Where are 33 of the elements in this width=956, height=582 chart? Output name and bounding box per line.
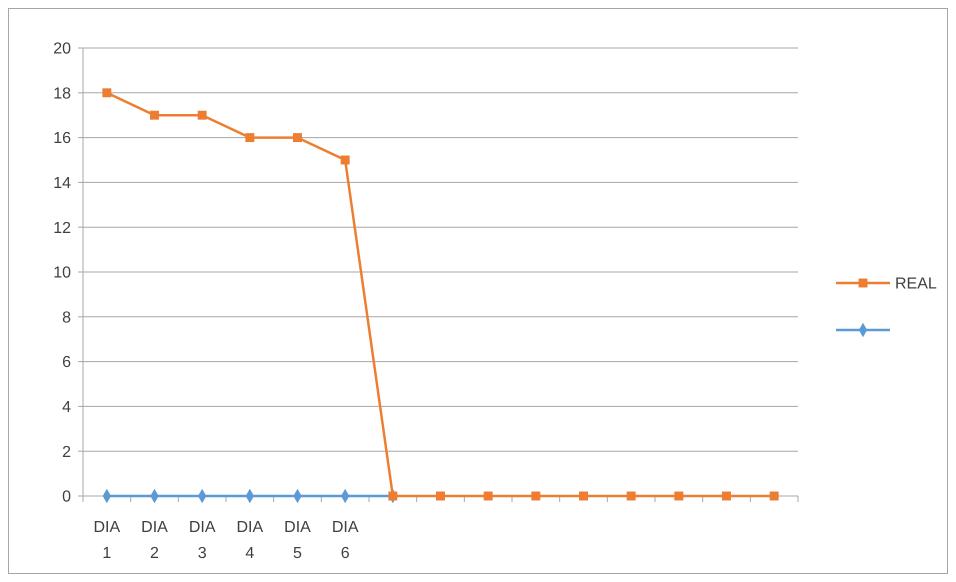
y-tick-label: 10 — [53, 264, 72, 282]
point — [150, 110, 159, 120]
x-tick-label: DIA 6 — [332, 519, 359, 562]
legend-label: REAL — [895, 276, 937, 293]
x-tick-label: DIA 1 — [93, 519, 120, 562]
point — [340, 156, 350, 164]
x-tick-label: DIA 2 — [141, 519, 168, 562]
point — [102, 88, 112, 98]
y-tick-label: 8 — [62, 309, 72, 326]
x-tick-label: DIA 3 — [188, 519, 216, 562]
x-tick-label: DIA 4 — [236, 519, 264, 562]
y-tick-label: 2 — [62, 444, 72, 461]
y-tick-label: 20 — [53, 40, 72, 58]
y-tick-label: 14 — [53, 175, 72, 192]
point — [484, 492, 493, 500]
y-tick-label: 18 — [53, 85, 72, 102]
point — [198, 110, 207, 120]
point — [579, 492, 588, 500]
point — [674, 492, 684, 500]
point — [531, 492, 540, 500]
y-tick-label: 4 — [62, 399, 72, 416]
point — [722, 492, 731, 500]
point — [293, 133, 302, 142]
y-tick-label: 16 — [53, 130, 72, 148]
point — [388, 492, 398, 500]
point — [626, 492, 636, 500]
x-tick-label: DIA 5 — [284, 519, 312, 562]
y-tick-label: 6 — [62, 354, 72, 372]
point — [245, 133, 254, 142]
y-tick-label: 12 — [53, 220, 72, 237]
y-tick-label: 0 — [62, 488, 72, 506]
point — [436, 492, 445, 500]
point — [770, 492, 779, 500]
